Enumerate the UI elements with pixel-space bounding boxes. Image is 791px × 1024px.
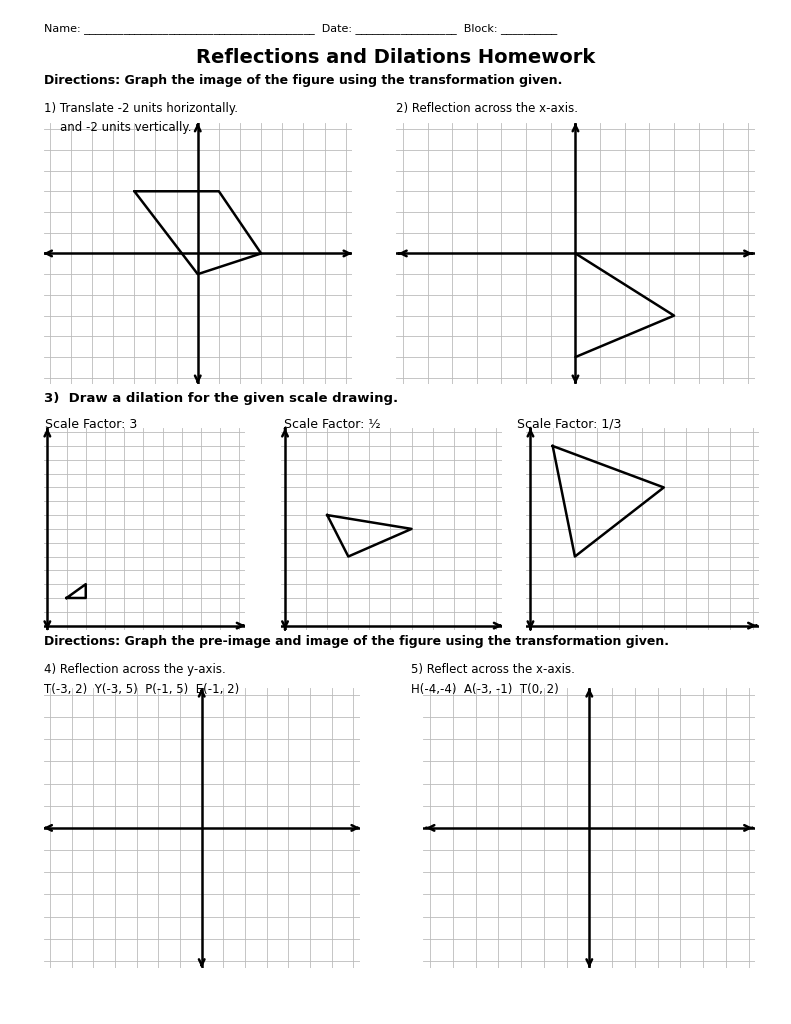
Text: Scale Factor: ½: Scale Factor: ½ xyxy=(284,418,380,431)
Text: T(-3, 2)  Y(-3, 5)  P(-1, 5)  E(-1, 2): T(-3, 2) Y(-3, 5) P(-1, 5) E(-1, 2) xyxy=(44,683,239,696)
Text: 4) Reflection across the y-axis.: 4) Reflection across the y-axis. xyxy=(44,663,225,676)
Text: 3)  Draw a dilation for the given scale drawing.: 3) Draw a dilation for the given scale d… xyxy=(44,392,398,406)
Text: Name: _________________________________________  Date: __________________  Block: Name: __________________________________… xyxy=(44,24,557,35)
Text: Scale Factor: 1/3: Scale Factor: 1/3 xyxy=(517,418,622,431)
Text: Scale Factor: 3: Scale Factor: 3 xyxy=(45,418,137,431)
Text: Reflections and Dilations Homework: Reflections and Dilations Homework xyxy=(196,48,595,68)
Text: Directions: Graph the image of the figure using the transformation given.: Directions: Graph the image of the figur… xyxy=(44,74,562,87)
Text: H(-4,-4)  A(-3, -1)  T(0, 2): H(-4,-4) A(-3, -1) T(0, 2) xyxy=(411,683,559,696)
Text: Directions: Graph the pre-image and image of the figure using the transformation: Directions: Graph the pre-image and imag… xyxy=(44,635,668,648)
Text: 1) Translate -2 units horizontally.: 1) Translate -2 units horizontally. xyxy=(44,102,237,116)
Text: 5) Reflect across the x-axis.: 5) Reflect across the x-axis. xyxy=(411,663,575,676)
Text: 2) Reflection across the x-axis.: 2) Reflection across the x-axis. xyxy=(396,102,577,116)
Text: and -2 units vertically.: and -2 units vertically. xyxy=(60,121,191,134)
